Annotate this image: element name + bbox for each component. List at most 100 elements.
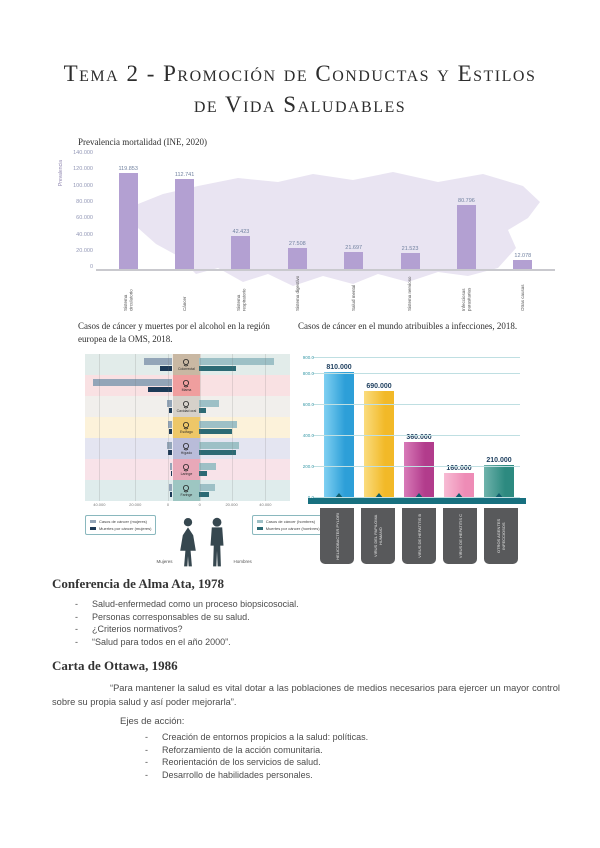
y-tick-label: 80.000 xyxy=(76,198,93,205)
organ-label: Laringe xyxy=(180,471,193,476)
men-bars xyxy=(198,480,215,501)
bar-value-label: 27.508 xyxy=(288,241,306,247)
alcohol-chart: Colorrectal Mama Cavidad oral Esófago Hígado… xyxy=(85,354,325,569)
infection-bar xyxy=(484,465,514,498)
infections-plot: 810.000 690.000 360.000 160.000 210.000 900.… xyxy=(303,355,520,500)
x-label-cell: Cáncer xyxy=(159,273,211,312)
women-bars xyxy=(85,375,173,396)
infection-bar-group: 160.000 xyxy=(440,465,478,499)
mouth-icon xyxy=(183,400,190,409)
y-tick-label: 600.0 xyxy=(302,401,314,407)
gridline xyxy=(168,354,170,501)
infections-bars: 810.000 690.000 360.000 160.000 210.000 xyxy=(318,348,520,499)
y-tick-label: 900.0 xyxy=(302,355,314,360)
women-cases-bar xyxy=(166,442,173,449)
legend-item: Muertes por cáncer (mujeres) xyxy=(90,526,151,531)
gridline xyxy=(313,434,520,436)
x-tick-label: 40.000 xyxy=(259,502,272,507)
mortality-bar-group: 21.697 xyxy=(328,245,380,270)
women-label: Mujeres xyxy=(156,559,173,564)
alma-ata-heading: Conferencia de Alma Ata, 1978 xyxy=(52,576,224,591)
women-cases-bar xyxy=(167,421,173,428)
liver-icon xyxy=(183,442,190,451)
colorectal-icon: Colorrectal xyxy=(172,354,201,375)
bar-value-label: 112.741 xyxy=(174,172,195,178)
x-tick-label: 20.000 xyxy=(129,502,142,507)
x-label-cell: Infecciosas parasitarias xyxy=(440,273,492,312)
y-tick-label: 140.000 xyxy=(73,150,93,156)
mortality-bar xyxy=(287,248,307,270)
bar-value-label: 12.078 xyxy=(514,253,532,259)
legend-label: Muertes por cáncer (mujeres) xyxy=(99,526,152,531)
list-item: - Desarrollo de habilidades personales. xyxy=(145,770,545,782)
alcohol-chart-caption: Casos de cáncer y muertes por el alcohol… xyxy=(78,321,270,344)
women-deaths-chip xyxy=(90,527,96,530)
bullet-text: “Salud para todos en el año 2000”. xyxy=(92,637,231,648)
larynx-icon: Laringe xyxy=(172,459,201,480)
category-label: Otros agentes infecciosos xyxy=(496,518,506,554)
category-label: Sistema respiratorio xyxy=(235,288,246,311)
pharynx-icon xyxy=(183,484,190,493)
ottawa-heading: Carta de Ottawa, 1986 xyxy=(52,658,178,673)
mortality-bar-group: 42.423 xyxy=(215,229,267,270)
category-label: Salud mental xyxy=(350,284,356,311)
infection-bar-group: 810.000 xyxy=(320,364,358,499)
men-deaths-bar xyxy=(198,492,210,497)
men-cases-bar xyxy=(198,463,217,470)
bar-value-label: 690.000 xyxy=(366,383,392,390)
men-cases-bar xyxy=(198,442,240,449)
x-label-cell: Otras causas xyxy=(497,273,549,312)
gridline xyxy=(313,357,520,358)
legend-item: Casos de cáncer (mujeres) xyxy=(90,519,151,524)
arrow-marker xyxy=(494,493,504,499)
bullet-dash: - xyxy=(145,732,148,742)
men-bars xyxy=(198,438,240,459)
women-bars xyxy=(85,354,173,375)
bullet-dash: - xyxy=(75,599,78,609)
legend-label: Casos de cáncer (mujeres) xyxy=(99,519,148,524)
men-cases-bar xyxy=(198,400,219,407)
gridline xyxy=(231,354,233,501)
women-deaths-bar xyxy=(170,471,173,476)
gridline xyxy=(265,354,267,501)
category-label: Helicobacter pylori xyxy=(334,512,340,560)
y-tick-label: 40.000 xyxy=(76,231,93,238)
bar-value-label: 80.796 xyxy=(458,198,475,204)
infections-labels: Helicobacter pylori Virus del papiloma hu… xyxy=(318,508,520,564)
list-item: - ¿Criterios normativos? xyxy=(75,624,545,636)
infection-label-box: Otros agentes infecciosos xyxy=(484,508,518,564)
women-bars xyxy=(85,417,173,438)
men-cases-bar xyxy=(198,421,238,428)
alcohol-row: Mama xyxy=(85,375,290,396)
list-item: - “Salud para todos en el año 2000”. xyxy=(75,637,545,649)
x-axis-line xyxy=(96,269,555,271)
alcohol-row: Hígado xyxy=(85,438,290,459)
x-label-cell: Sistema respiratorio xyxy=(215,273,267,312)
spain-map-background xyxy=(128,172,540,286)
women-deaths-bar xyxy=(159,366,173,371)
infections-chart-caption: Casos de cáncer en el mundo atribuibles … xyxy=(298,321,518,331)
y-tick-label: 0.0 xyxy=(298,495,314,500)
y-tick-label: 100.000 xyxy=(73,182,93,189)
bullet-text: Reorientación de los servicios de salud. xyxy=(162,757,321,768)
mortality-bar-group: 119.853 xyxy=(102,166,154,270)
bar-value-label: 119.853 xyxy=(118,166,138,172)
alcohol-row: Laringe xyxy=(85,459,290,480)
mortality-bar xyxy=(400,253,420,270)
alcohol-rows: Colorrectal Mama Cavidad oral Esófago Hígado… xyxy=(85,354,290,501)
mouth-icon: Cavidad oral xyxy=(172,396,201,417)
arrow-marker xyxy=(374,493,384,499)
bullet-text: Personas corresponsables de su salud. xyxy=(92,611,250,622)
liver-icon: Hígado xyxy=(172,438,201,459)
women-bars xyxy=(85,396,173,417)
mortality-bar-group: 80.796 xyxy=(440,198,492,270)
alcohol-row: Esófago xyxy=(85,417,290,438)
list-item: - Reforzamiento de la acción comunitaria. xyxy=(145,745,545,757)
organ-label: Mama xyxy=(181,387,192,392)
men-deaths-bar xyxy=(198,471,207,476)
x-label-cell: Salud mental xyxy=(328,273,380,312)
legend-women: Casos de cáncer (mujeres) Muertes por cá… xyxy=(85,515,157,535)
gridline xyxy=(313,372,520,374)
infection-bar xyxy=(364,391,394,498)
